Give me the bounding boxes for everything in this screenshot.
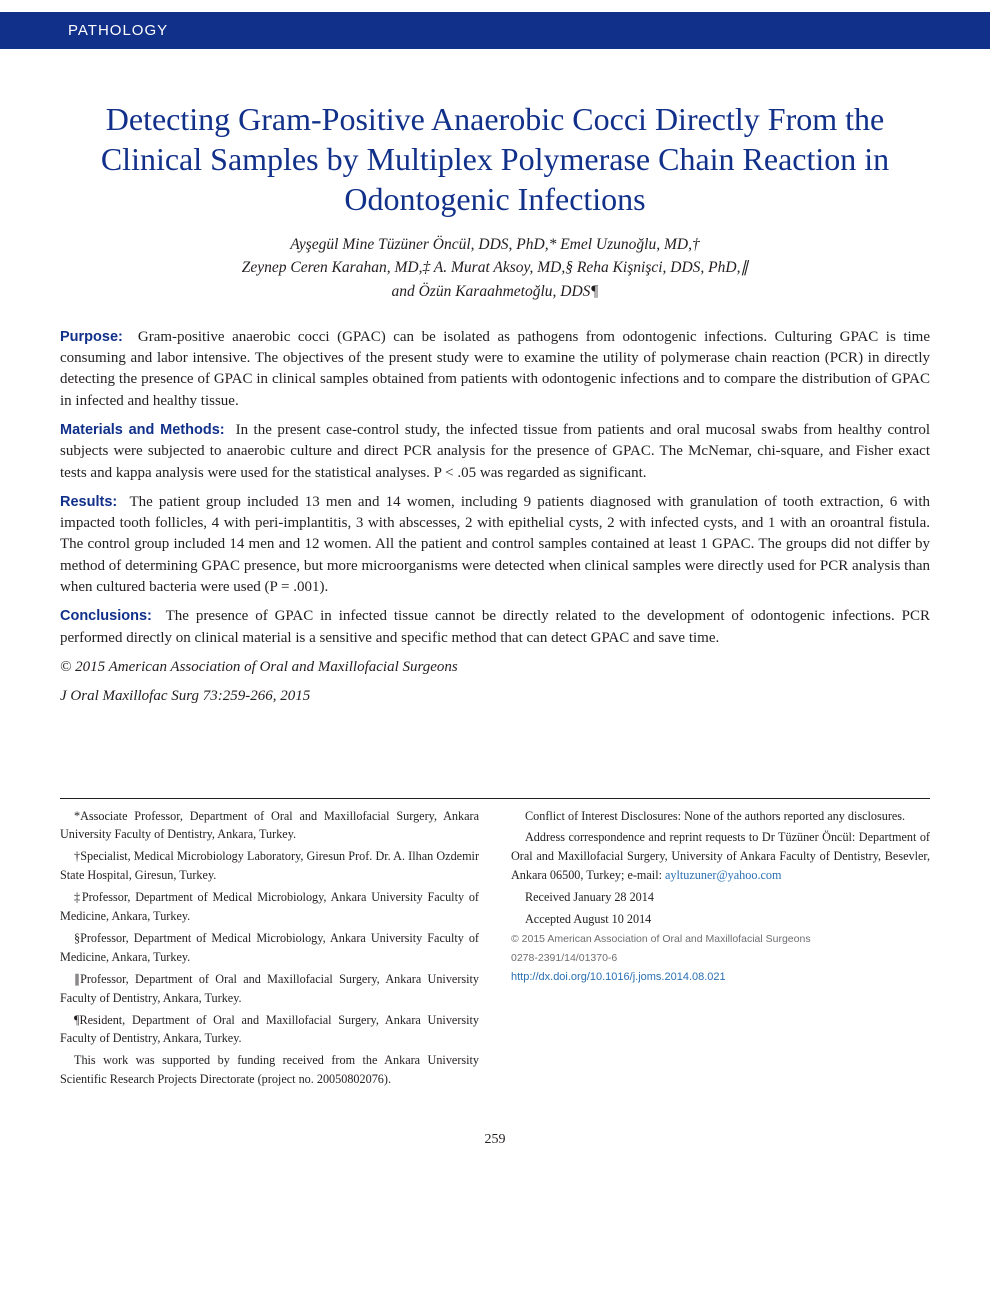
conclusions-text: The presence of GPAC in infected tissue … [60,608,930,645]
category-label: PATHOLOGY [68,22,168,39]
footnote-item: *Associate Professor, Department of Oral… [60,807,479,845]
citation-line: J Oral Maxillofac Surg 73:259-266, 2015 [60,686,930,707]
footnote-item: ∥Professor, Department of Oral and Maxil… [60,970,479,1008]
abstract-methods: Materials and Methods: In the present ca… [60,420,930,484]
abstract-purpose: Purpose: Gram-positive anaerobic cocci (… [60,327,930,412]
abstract-results: Results: The patient group included 13 m… [60,492,930,598]
author-block: Ayşegül Mine Tüzüner Öncül, DDS, PhD,* E… [60,233,930,303]
footnotes-left-column: *Associate Professor, Department of Oral… [60,807,479,1093]
abstract-conclusions: Conclusions: The presence of GPAC in inf… [60,606,930,649]
purpose-text: Gram-positive anaerobic cocci (GPAC) can… [60,329,930,409]
conclusions-label: Conclusions: [60,608,152,624]
authors-line-2: Zeynep Ceren Karahan, MD,‡ A. Murat Akso… [120,256,870,279]
footnote-item: §Professor, Department of Medical Microb… [60,929,479,967]
footnote-item: This work was supported by funding recei… [60,1051,479,1089]
doi-link[interactable]: http://dx.doi.org/10.1016/j.joms.2014.08… [511,971,726,983]
copyright-line: © 2015 American Association of Oral and … [60,657,930,678]
results-label: Results: [60,494,117,510]
page-number: 259 [60,1132,930,1148]
purpose-label: Purpose: [60,329,123,345]
abstract: Purpose: Gram-positive anaerobic cocci (… [60,327,930,708]
footnote-item: †Specialist, Medical Microbiology Labora… [60,847,479,885]
doi-line: http://dx.doi.org/10.1016/j.joms.2014.08… [511,969,930,986]
conflict-disclosure: Conflict of Interest Disclosures: None o… [511,807,930,826]
footnotes-rule [60,798,930,799]
publisher-rights: © 2015 American Association of Oral and … [511,932,930,948]
footnote-item: ¶Resident, Department of Oral and Maxill… [60,1011,479,1049]
results-text: The patient group included 13 men and 14… [60,494,930,595]
issn-line: 0278-2391/14/01370-6 [511,951,930,967]
footnote-item: ‡Professor, Department of Medical Microb… [60,888,479,926]
footnotes-columns: *Associate Professor, Department of Oral… [60,807,930,1093]
article-title: Detecting Gram-Positive Anaerobic Cocci … [60,99,930,219]
methods-label: Materials and Methods: [60,422,225,438]
accepted-date: Accepted August 10 2014 [511,910,930,929]
footnotes-section: *Associate Professor, Department of Oral… [60,798,930,1093]
authors-line-3: and Özün Karaahmetoğlu, DDS¶ [120,280,870,303]
authors-line-1: Ayşegül Mine Tüzüner Öncül, DDS, PhD,* E… [120,233,870,256]
received-date: Received January 28 2014 [511,888,930,907]
correspondence: Address correspondence and reprint reque… [511,828,930,885]
footnotes-right-column: Conflict of Interest Disclosures: None o… [511,807,930,1093]
correspondence-email-link[interactable]: ayltuzuner@yahoo.com [665,868,781,882]
category-banner: PATHOLOGY [0,12,990,49]
